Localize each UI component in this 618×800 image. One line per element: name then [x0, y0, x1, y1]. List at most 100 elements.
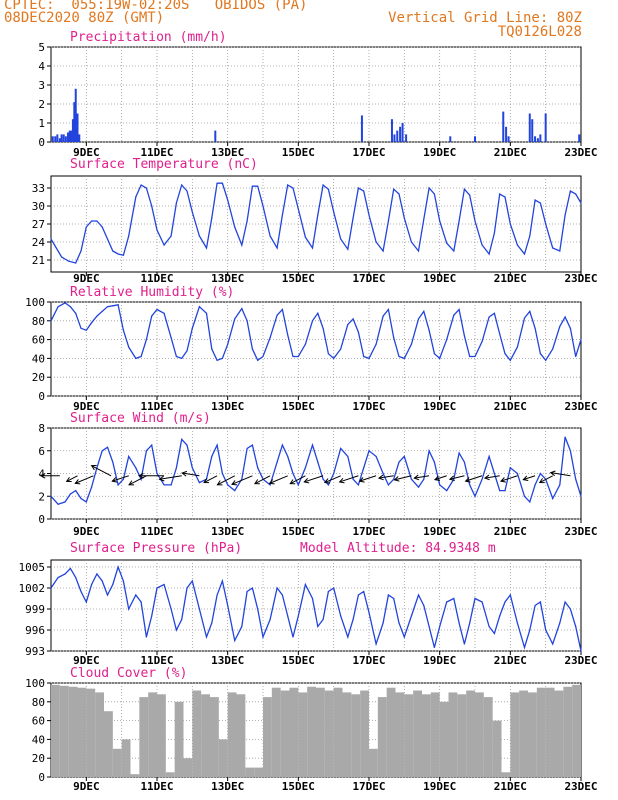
surface-point	[96, 573, 98, 575]
surface-point	[297, 484, 299, 486]
wind-arrow	[128, 475, 147, 486]
x-tick-label: 23DEC	[564, 400, 597, 413]
precip-bar	[536, 138, 539, 142]
precip-bar	[539, 134, 542, 142]
surface-point	[317, 214, 319, 216]
wind-arrow-head	[338, 477, 345, 484]
cloud-bar	[77, 687, 87, 777]
surface-point	[488, 253, 490, 255]
surface-point	[85, 226, 87, 228]
wind-arrow-head	[358, 477, 365, 483]
surface-point	[552, 497, 554, 500]
cloud-bar	[413, 690, 422, 777]
surface-point	[276, 247, 278, 249]
relative-point	[112, 305, 114, 307]
surface-point	[433, 461, 435, 463]
wind-arrow-head	[413, 474, 420, 481]
surface-point	[382, 622, 384, 624]
surface-point	[322, 478, 324, 480]
surface-point	[211, 455, 213, 458]
relative-point	[276, 314, 278, 316]
surface-point	[439, 625, 441, 628]
x-tick-label: 21DEC	[494, 525, 527, 538]
surface-point	[428, 625, 430, 628]
surface-point	[347, 248, 349, 250]
surface-point	[463, 188, 465, 190]
surface-point	[569, 450, 572, 452]
cloud-bar	[104, 711, 113, 777]
x-tick-label: 13DEC	[211, 272, 244, 285]
relative-point	[186, 350, 188, 352]
surface-point	[311, 444, 314, 446]
surface-point	[281, 444, 284, 446]
surface-point	[387, 220, 390, 222]
surface-point	[101, 450, 103, 452]
surface-point	[545, 223, 547, 225]
surface-point	[101, 580, 103, 582]
surface-point	[69, 493, 72, 495]
surface-point	[387, 484, 390, 486]
surface-point	[57, 576, 59, 579]
surface-point	[269, 618, 271, 621]
surface-point	[458, 220, 460, 222]
surface-point	[257, 185, 259, 187]
x-tick-label: 23DEC	[564, 146, 597, 159]
surface-point	[433, 646, 435, 649]
surface-point	[463, 643, 465, 645]
relative-point	[529, 310, 531, 312]
surface-point	[145, 450, 147, 452]
cloud-bar	[307, 686, 316, 777]
surface-point	[251, 444, 253, 446]
surface-point	[317, 625, 319, 628]
cloud-bar	[59, 685, 69, 777]
surface-point	[545, 629, 547, 631]
surface-point	[292, 187, 294, 189]
relative-line	[50, 302, 582, 362]
surface-point	[186, 190, 188, 192]
relative-point	[439, 357, 441, 359]
wind-arrow	[523, 475, 536, 481]
surface-point	[122, 478, 125, 480]
relative-point	[50, 320, 52, 322]
wind-arrow	[112, 475, 129, 482]
relative-point	[151, 315, 153, 317]
surface-point	[481, 244, 483, 246]
precip-bar	[401, 123, 404, 142]
x-tick-label: 17DEC	[352, 654, 385, 667]
cloud-bar	[148, 692, 157, 777]
surface-point	[198, 235, 200, 237]
cloud-bar	[404, 694, 414, 777]
surface-point	[529, 501, 531, 503]
surface-point	[117, 484, 119, 486]
wind-arrow-head	[158, 475, 165, 482]
cloud-bar	[483, 697, 493, 777]
surface-point	[221, 580, 223, 582]
relative-point	[417, 318, 420, 320]
surface-point	[552, 643, 554, 645]
surface-point	[241, 478, 243, 480]
y-tick-label: 4	[38, 60, 45, 73]
cloud-bar	[298, 692, 308, 777]
surface-point	[151, 205, 153, 207]
cloud-bar	[245, 767, 255, 777]
relative-point	[156, 308, 158, 311]
x-tick-label: 9DEC	[73, 272, 100, 285]
surface-point	[246, 220, 248, 222]
y-tick-label: 4	[38, 468, 45, 481]
surface-point	[257, 608, 259, 610]
surface-point	[281, 214, 284, 216]
precip-bar	[399, 126, 402, 142]
surface-point	[135, 196, 137, 198]
relative-point	[117, 304, 119, 306]
surface-point	[469, 622, 471, 624]
surface-point	[382, 250, 384, 252]
wind-arrow-head	[253, 479, 260, 485]
surface-point	[481, 601, 483, 603]
precip-bar	[51, 136, 54, 142]
y-tick-label: 20	[32, 371, 45, 384]
precip-bar	[507, 136, 510, 142]
surface-point	[529, 629, 531, 631]
x-tick-label: 19DEC	[423, 146, 456, 159]
surface-point	[85, 601, 87, 603]
